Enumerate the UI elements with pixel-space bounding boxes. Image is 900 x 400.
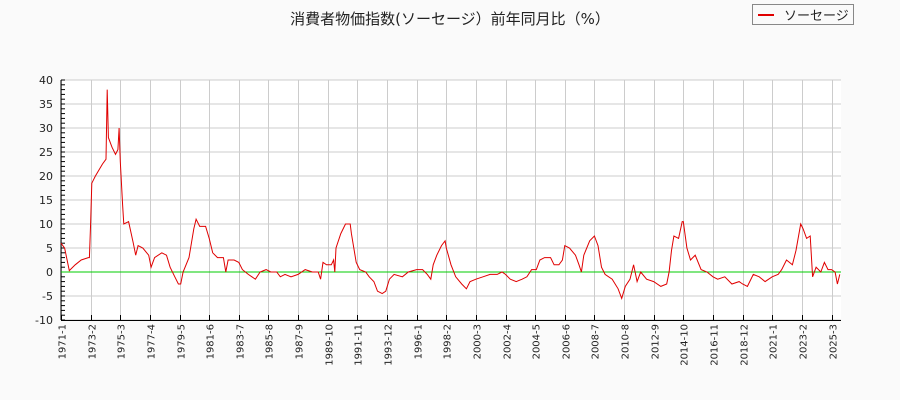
- x-tick-label: 1987-9: [295, 324, 306, 359]
- chart-title: 消費者物価指数(ソーセージ）前年同月比（%）: [290, 10, 610, 28]
- x-tick-label: 2008-7: [591, 324, 602, 359]
- legend: ソーセージ: [752, 4, 854, 25]
- y-tick-label: 15: [39, 194, 53, 207]
- y-tick-label: -5: [42, 290, 53, 303]
- x-tick-label: 1989-10: [325, 324, 336, 366]
- x-tick-label: 2018-12: [740, 324, 751, 366]
- x-tick-label: 1993-12: [384, 324, 395, 366]
- x-tick-label: 2021-1: [769, 324, 780, 359]
- y-tick-label: 30: [39, 122, 53, 135]
- x-tick-label: 2006-6: [562, 324, 573, 359]
- x-tick-label: 1991-11: [354, 324, 365, 366]
- y-tick-label: 20: [39, 170, 53, 183]
- x-tick-label: 1996-1: [414, 324, 425, 359]
- x-tick-label: 2000-3: [473, 324, 484, 359]
- y-tick-label: 10: [39, 218, 53, 231]
- x-tick-label: 1985-8: [265, 324, 276, 359]
- x-tick-label: 1977-4: [147, 324, 158, 359]
- legend-swatch-icon: [758, 13, 774, 16]
- x-tick-label: 2023-2: [799, 324, 810, 359]
- x-axis: 1971-1 1973-2 1975-3 1977-4 1979-5 1981-6 1983…: [58, 315, 841, 366]
- y-tick-label: 5: [46, 242, 53, 255]
- x-tick-label: 2016-11: [710, 324, 721, 366]
- x-tick-label: 2002-4: [503, 324, 514, 359]
- x-tick-label: 1973-2: [88, 324, 99, 359]
- x-tick-label: 1979-5: [177, 324, 188, 359]
- x-tick-label: 1971-1: [58, 324, 69, 359]
- y-tick-label: 35: [39, 98, 53, 111]
- x-tick-label: 1998-2: [443, 324, 454, 359]
- y-tick-label: 25: [39, 146, 53, 159]
- x-tick-label: 2025-3: [829, 324, 840, 359]
- series-line-sausage: [60, 89, 841, 300]
- x-tick-label: 2004-5: [532, 324, 543, 359]
- x-tick-label: 1981-6: [206, 324, 217, 359]
- legend-label: ソーセージ: [784, 9, 849, 24]
- x-tick-label: 2014-10: [680, 324, 691, 366]
- y-tick-label: 40: [39, 74, 53, 87]
- gridlines: [61, 79, 841, 321]
- x-tick-label: 2012-9: [651, 324, 662, 359]
- x-tick-label: 2010-8: [621, 324, 632, 359]
- y-tick-label: 0: [46, 266, 53, 279]
- y-axis: 40 35 30 25 20 15 10 5 0 -5 -10: [35, 74, 65, 327]
- x-tick-label: 1975-3: [117, 324, 128, 359]
- x-tick-label: 1983-7: [236, 324, 247, 359]
- y-tick-label: -10: [35, 314, 53, 327]
